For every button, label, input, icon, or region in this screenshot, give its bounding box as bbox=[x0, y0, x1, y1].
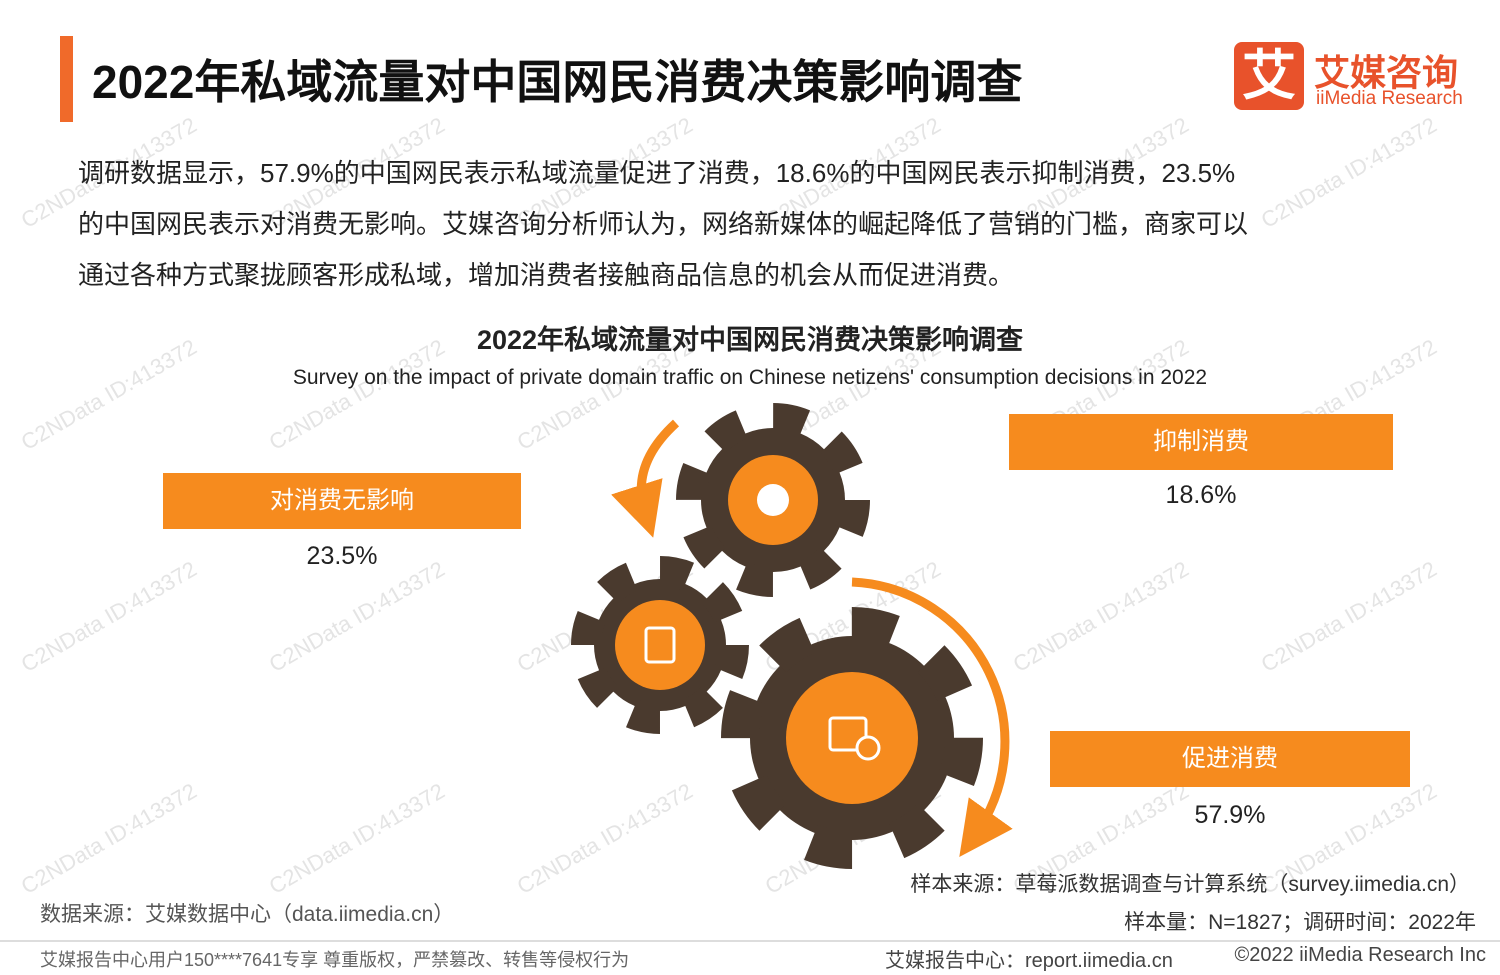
intro: 调研数据显示，57.9%的中国网民表示私域流量促进了消费，18.6%的中国网民表… bbox=[78, 148, 1248, 301]
arrow bbox=[611, 419, 680, 538]
logo-en: iiMedia Research bbox=[1316, 88, 1463, 109]
site: 艾媒报告中心：report.iimedia.cn bbox=[885, 950, 1173, 972]
notice: 艾媒报告中心用户150****7641专享 尊重版权，严禁篡改、转售等侵权行为 bbox=[40, 950, 630, 970]
arrow bbox=[851, 577, 1013, 857]
item-value: 57.9% bbox=[1194, 801, 1266, 829]
figure-title: 2022年私域流量对中国网民消费决策影响调查 bbox=[476, 325, 1024, 355]
intro-line: 的中国网民表示对消费无影响。艾媒咨询分析师认为，网络新媒体的崛起降低了营销的门槛… bbox=[78, 209, 1249, 239]
page-title: 2022年私域流量对中国网民消费决策影响调查 bbox=[92, 56, 1023, 108]
item-value: 18.6% bbox=[1165, 481, 1237, 509]
footer-rule bbox=[0, 940, 1500, 942]
gear-top bbox=[676, 403, 870, 597]
intro-line: 调研数据显示，57.9%的中国网民表示私域流量促进了消费，18.6%的中国网民表… bbox=[78, 158, 1236, 188]
data-source: 数据来源：艾媒数据中心（data.iimedia.cn） bbox=[40, 903, 455, 926]
intro-line: 通过各种方式聚拢顾客形成私域，增加消费者接触商品信息的机会从而促进消费。 bbox=[78, 260, 1015, 290]
title-accent bbox=[60, 36, 73, 122]
copyright: ©2022 iiMedia Research Inc bbox=[1234, 944, 1486, 966]
gear-big bbox=[721, 607, 983, 869]
gear-middle bbox=[571, 556, 749, 734]
figure-subtitle: Survey on the impact of private domain t… bbox=[292, 366, 1208, 389]
sample-size: 样本量：N=1827；调研时间：2022年 bbox=[1124, 911, 1476, 934]
logo-cn: 艾媒咨询 bbox=[1314, 52, 1459, 93]
item-value: 23.5% bbox=[306, 542, 378, 570]
sample-source: 样本来源：草莓派数据调查与计算系统（survey.iimedia.cn） bbox=[910, 873, 1470, 896]
item-label: 对消费无影响 bbox=[163, 473, 521, 529]
item-label: 抑制消费 bbox=[1009, 414, 1393, 470]
item-label: 促进消费 bbox=[1050, 731, 1410, 787]
logo-mark: 艾 bbox=[1234, 42, 1304, 110]
